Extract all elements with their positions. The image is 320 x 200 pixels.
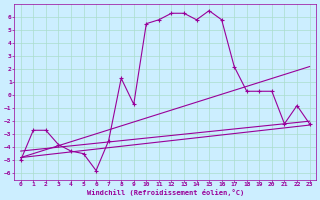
X-axis label: Windchill (Refroidissement éolien,°C): Windchill (Refroidissement éolien,°C) [86,189,244,196]
